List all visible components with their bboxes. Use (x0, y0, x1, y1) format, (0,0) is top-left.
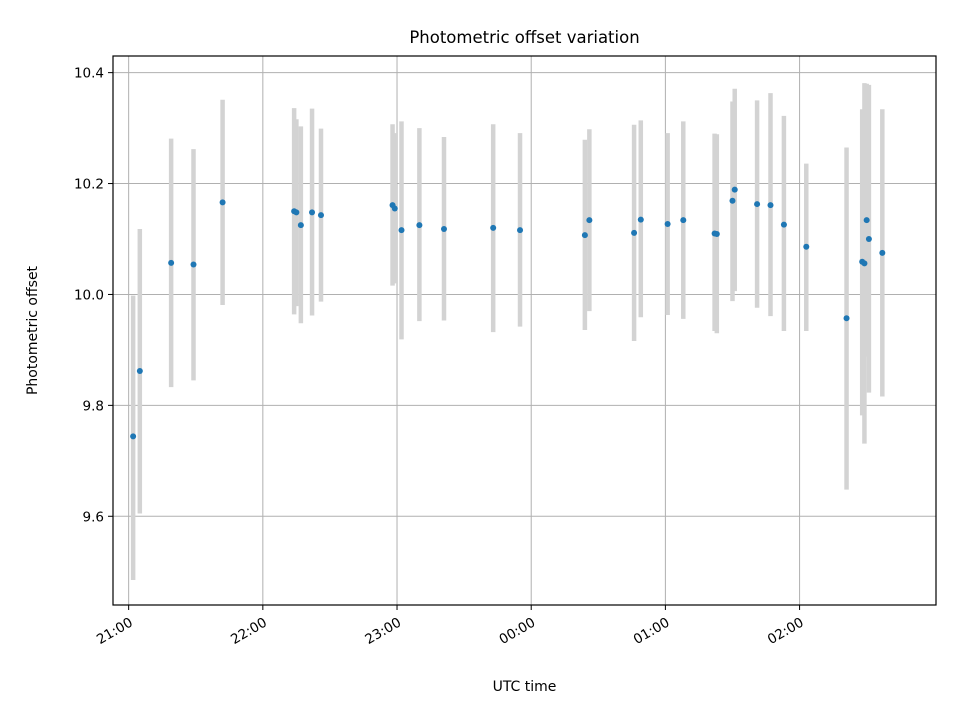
data-point (190, 261, 197, 268)
data-point (317, 212, 324, 219)
data-point (637, 216, 644, 223)
y-axis-ticks: 9.6 9.8 10.0 10.2 10.4 (74, 66, 113, 525)
x-axis-label: UTC time (493, 679, 557, 695)
grid (113, 56, 936, 605)
data-point (631, 229, 638, 236)
plot-area-frame (112, 55, 937, 606)
x-tick-label: 21:00 (94, 615, 136, 648)
data-point (416, 222, 423, 229)
data-point (309, 209, 316, 216)
data-point (293, 209, 300, 216)
data-point (219, 199, 226, 206)
data-point (136, 367, 143, 374)
x-tick-label: 00:00 (497, 615, 539, 648)
data-point (664, 221, 671, 228)
data-point (754, 201, 761, 208)
data-point (581, 232, 588, 239)
data-points (130, 186, 886, 440)
data-point (879, 249, 886, 256)
x-tick-label: 23:00 (362, 615, 404, 648)
y-tick-label: 9.8 (83, 398, 104, 414)
y-tick-label: 10.0 (74, 287, 104, 303)
data-point (490, 224, 497, 231)
data-point (713, 231, 720, 238)
data-point (731, 186, 738, 193)
data-point (586, 217, 593, 224)
data-point (391, 205, 398, 212)
y-tick-label: 10.4 (74, 66, 104, 82)
data-point (168, 259, 175, 266)
data-point (297, 222, 304, 229)
x-tick-label: 01:00 (631, 615, 673, 648)
data-point (130, 433, 137, 440)
x-tick-label: 02:00 (765, 615, 807, 648)
data-point (767, 202, 774, 209)
data-point (843, 315, 850, 322)
y-tick-label: 10.2 (74, 177, 104, 193)
data-point (398, 227, 405, 234)
data-point (865, 236, 872, 242)
y-axis-label: Photometric offset (25, 265, 41, 395)
data-point (863, 217, 870, 224)
y-tick-label: 9.6 (83, 509, 104, 525)
data-point (440, 226, 447, 233)
data-point (780, 221, 787, 228)
data-point (729, 197, 736, 204)
x-tick-label: 22:00 (228, 615, 270, 648)
data-point (861, 260, 868, 267)
data-point (803, 243, 810, 250)
chart-title: Photometric offset variation (409, 28, 639, 47)
x-axis-ticks: 21:00 22:00 23:00 00:00 01:00 02:00 (94, 605, 807, 648)
error-bars (130, 83, 885, 581)
data-point (680, 217, 687, 224)
data-point (517, 227, 524, 234)
